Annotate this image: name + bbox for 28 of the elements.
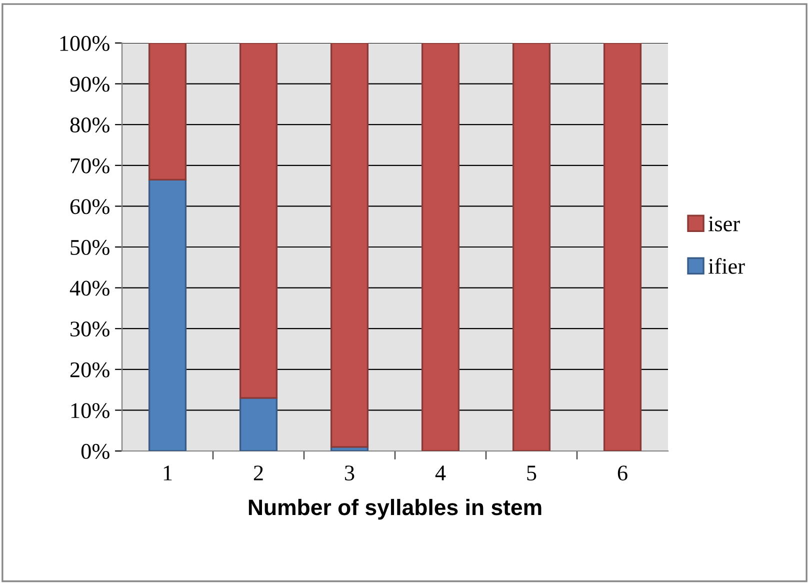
bar — [239, 43, 278, 399]
x-axis-title: Number of syllables in stem — [248, 498, 542, 520]
y-tick-label: 70% — [70, 158, 110, 174]
y-tick-label: 30% — [70, 322, 110, 337]
y-tick-label: 90% — [70, 76, 110, 92]
x-tick-label: 1 — [164, 466, 172, 480]
bar — [512, 43, 551, 451]
bar — [148, 178, 187, 451]
x-tick-label: 3 — [345, 466, 354, 481]
x-tick-label: 6 — [618, 466, 628, 481]
legend-label: iser — [708, 216, 740, 232]
legend-label: ifier — [708, 258, 745, 274]
bar — [239, 397, 278, 451]
bar — [603, 43, 642, 451]
y-tick-label: 50% — [70, 240, 110, 255]
x-tick-label: 4 — [435, 466, 446, 480]
x-tick-label: 2 — [254, 466, 263, 480]
y-tick-label: 10% — [71, 403, 110, 418]
x-tick-label: 5 — [527, 466, 536, 481]
y-tick-label: 100% — [60, 36, 110, 51]
y-tick-label: 20% — [70, 362, 110, 378]
bar — [421, 43, 460, 451]
bar — [330, 43, 369, 448]
y-tick-label: 40% — [70, 280, 110, 296]
bar — [148, 43, 187, 181]
y-tick-label: 0% — [81, 444, 110, 459]
y-tick-label: 60% — [70, 199, 110, 214]
y-tick-label: 80% — [70, 118, 110, 133]
